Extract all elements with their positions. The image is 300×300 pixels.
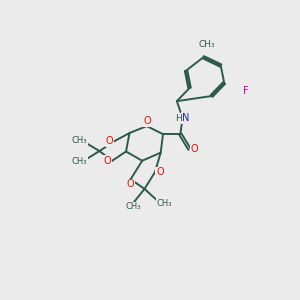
Text: O: O [106,136,113,146]
Text: CH₃: CH₃ [199,40,215,49]
Text: H: H [175,113,182,122]
Text: O: O [127,179,134,189]
Text: CH₃: CH₃ [199,40,215,49]
Text: O: O [191,144,198,154]
Text: O: O [156,167,164,177]
Text: F: F [243,86,248,96]
Text: CH₃: CH₃ [72,157,87,166]
Text: CH₃: CH₃ [72,136,87,145]
Text: N: N [182,113,190,123]
Text: F: F [243,86,248,96]
Text: O: O [143,116,151,126]
Text: CH₃: CH₃ [157,199,172,208]
Text: CH₃: CH₃ [125,202,141,211]
Text: O: O [103,156,111,166]
